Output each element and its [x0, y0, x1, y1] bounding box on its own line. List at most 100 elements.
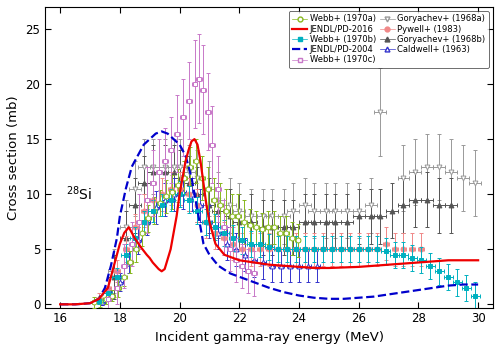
JENDL/PD-2016 [204, 203, 210, 207]
Y-axis label: Cross section (mb): Cross section (mb) [7, 95, 20, 220]
JENDL/PD-2004 [146, 137, 152, 141]
JENDL/PD-2004 [102, 286, 108, 290]
JENDL/PD-2004 [200, 241, 206, 246]
JENDL/PD-2004 [87, 301, 93, 305]
JENDL/PD-2016 [117, 241, 123, 246]
JENDL/PD-2004 [460, 283, 466, 287]
JENDL/PD-2004 [228, 271, 234, 276]
JENDL/PD-2004 [370, 294, 376, 299]
Legend: Webb+ (1970a), JENDL/PD-2016, Webb+ (1970b), JENDL/PD-2004, Webb+ (1970c), Gorya: Webb+ (1970a), JENDL/PD-2016, Webb+ (197… [288, 11, 489, 68]
JENDL/PD-2004 [114, 236, 120, 240]
JENDL/PD-2016 [400, 261, 406, 266]
JENDL/PD-2004 [180, 148, 186, 152]
JENDL/PD-2004 [72, 302, 78, 306]
JENDL/PD-2016 [72, 302, 78, 306]
JENDL/PD-2016 [475, 258, 481, 263]
JENDL/PD-2016 [87, 301, 93, 305]
JENDL/PD-2004 [123, 187, 129, 191]
JENDL/PD-2004 [170, 137, 176, 141]
JENDL/PD-2016 [198, 159, 203, 163]
JENDL/PD-2016 [296, 265, 302, 269]
JENDL/PD-2016 [96, 297, 102, 301]
JENDL/PD-2016 [236, 258, 242, 263]
JENDL/PD-2016 [132, 236, 138, 240]
JENDL/PD-2004 [266, 286, 272, 290]
JENDL/PD-2016 [126, 225, 132, 229]
JENDL/PD-2016 [146, 256, 152, 260]
JENDL/PD-2016 [182, 159, 188, 163]
JENDL/PD-2016 [174, 214, 180, 218]
JENDL/PD-2004 [216, 264, 222, 268]
JENDL/PD-2016 [341, 265, 347, 270]
Line: JENDL/PD-2016: JENDL/PD-2016 [60, 139, 478, 304]
JENDL/PD-2016 [176, 192, 182, 196]
JENDL/PD-2004 [206, 253, 212, 257]
JENDL/PD-2004 [475, 283, 481, 287]
JENDL/PD-2016 [326, 266, 332, 270]
JENDL/PD-2016 [57, 302, 63, 306]
JENDL/PD-2004 [164, 132, 170, 136]
JENDL/PD-2016 [168, 247, 173, 251]
JENDL/PD-2004 [430, 286, 436, 290]
JENDL/PD-2016 [416, 260, 422, 265]
JENDL/PD-2016 [156, 267, 162, 271]
X-axis label: Incident gamma-ray energy (MeV): Incident gamma-ray energy (MeV) [154, 331, 384, 344]
JENDL/PD-2016 [281, 264, 287, 268]
JENDL/PD-2016 [180, 176, 186, 180]
JENDL/PD-2016 [144, 253, 150, 257]
JENDL/PD-2016 [311, 266, 317, 270]
JENDL/PD-2016 [356, 265, 362, 269]
JENDL/PD-2016 [222, 253, 228, 257]
JENDL/PD-2004 [341, 297, 347, 301]
JENDL/PD-2004 [135, 153, 141, 158]
JENDL/PD-2004 [326, 297, 332, 301]
JENDL/PD-2016 [200, 181, 206, 185]
JENDL/PD-2004 [108, 264, 114, 268]
JENDL/PD-2004 [194, 208, 200, 213]
JENDL/PD-2004 [198, 225, 203, 229]
JENDL/PD-2004 [446, 284, 452, 288]
JENDL/PD-2004 [141, 143, 147, 147]
JENDL/PD-2016 [138, 245, 144, 249]
JENDL/PD-2016 [105, 286, 111, 290]
JENDL/PD-2004 [176, 143, 182, 147]
JENDL/PD-2004 [296, 293, 302, 298]
JENDL/PD-2016 [186, 148, 192, 152]
JENDL/PD-2004 [182, 153, 188, 158]
JENDL/PD-2016 [206, 220, 212, 224]
JENDL/PD-2016 [162, 267, 168, 271]
JENDL/PD-2016 [152, 264, 158, 268]
JENDL/PD-2016 [194, 143, 200, 147]
JENDL/PD-2016 [251, 260, 257, 265]
JENDL/PD-2004 [117, 214, 123, 218]
JENDL/PD-2016 [386, 263, 392, 267]
JENDL/PD-2016 [370, 264, 376, 268]
JENDL/PD-2016 [266, 263, 272, 267]
JENDL/PD-2004 [152, 132, 158, 136]
JENDL/PD-2004 [400, 290, 406, 294]
JENDL/PD-2016 [122, 231, 128, 235]
JENDL/PD-2004 [236, 275, 242, 279]
JENDL/PD-2016 [212, 241, 218, 246]
JENDL/PD-2004 [129, 165, 135, 169]
JENDL/PD-2016 [430, 259, 436, 264]
JENDL/PD-2004 [311, 296, 317, 300]
JENDL/PD-2016 [446, 258, 452, 263]
JENDL/PD-2004 [356, 296, 362, 300]
JENDL/PD-2016 [460, 258, 466, 263]
JENDL/PD-2016 [150, 260, 156, 265]
JENDL/PD-2004 [186, 165, 192, 169]
JENDL/PD-2016 [111, 264, 117, 268]
JENDL/PD-2016 [158, 269, 164, 273]
JENDL/PD-2004 [416, 288, 422, 292]
JENDL/PD-2004 [386, 292, 392, 297]
JENDL/PD-2016 [192, 137, 198, 141]
JENDL/PD-2016 [188, 139, 194, 144]
Line: JENDL/PD-2004: JENDL/PD-2004 [60, 131, 478, 304]
JENDL/PD-2004 [192, 192, 198, 196]
JENDL/PD-2004 [96, 297, 102, 301]
JENDL/PD-2004 [251, 280, 257, 284]
JENDL/PD-2004 [281, 290, 287, 294]
Text: $^{28}$Si: $^{28}$Si [66, 185, 92, 204]
JENDL/PD-2004 [57, 302, 63, 306]
